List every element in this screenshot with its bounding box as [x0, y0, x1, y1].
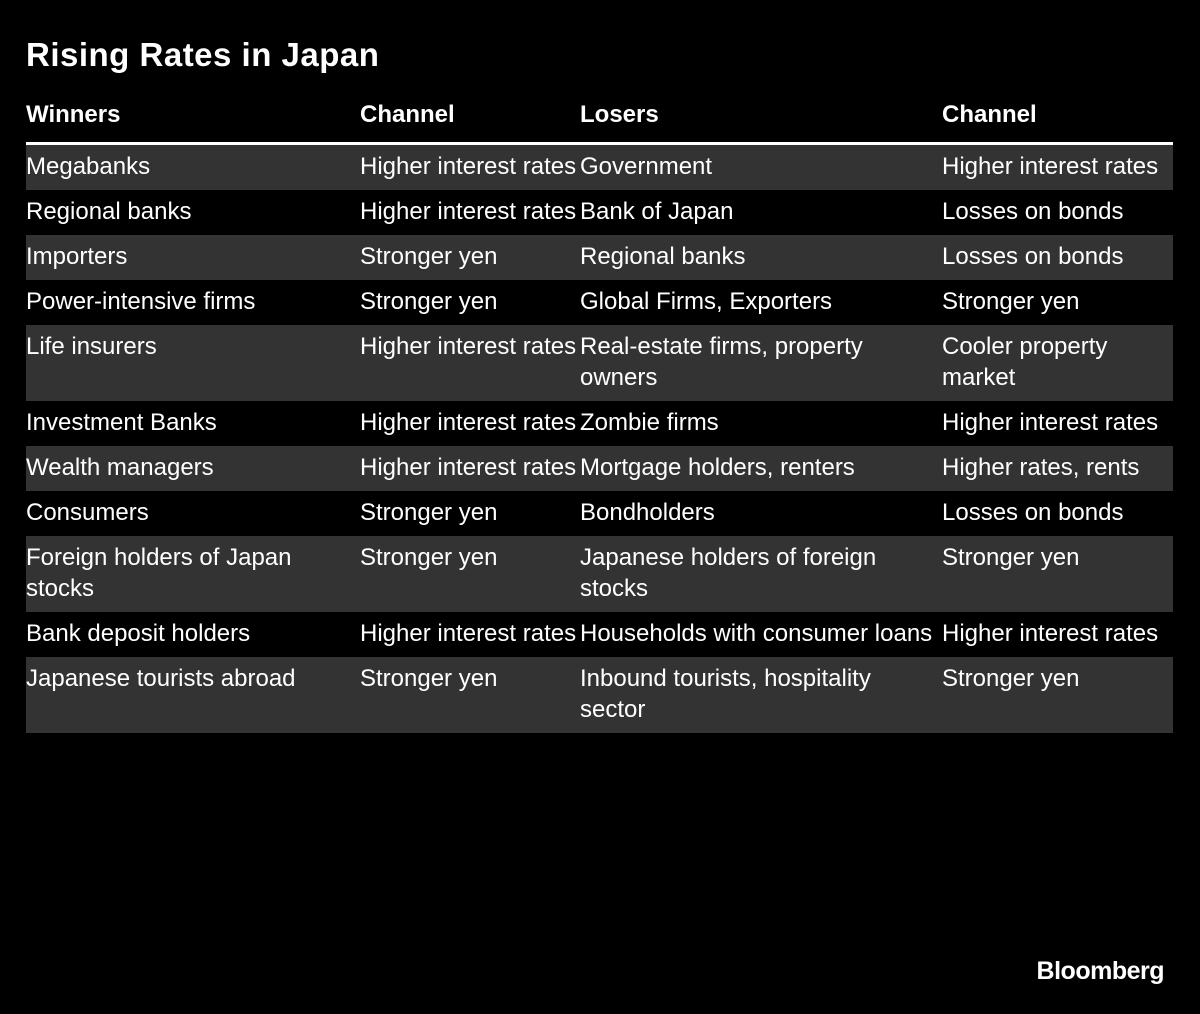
table-cell: Investment Banks	[26, 409, 217, 436]
table-cell: Stronger yen	[360, 665, 498, 692]
table-cell: Life insurers	[26, 333, 157, 360]
table-cell: Regional banks	[26, 198, 192, 225]
table-cell: Japanese tourists abroad	[26, 665, 296, 692]
table-cell: Losses on bonds	[942, 243, 1124, 270]
logo: Bloomberg	[1036, 957, 1165, 985]
table-cell: Higher interest rates	[360, 198, 577, 225]
title: Rising Rates in Japan	[26, 36, 380, 73]
column-header: Winners	[26, 96, 360, 145]
table-cell: Bank of Japan	[580, 198, 734, 225]
column-header: Losers	[580, 96, 942, 145]
table-cell: Stronger yen	[360, 243, 498, 270]
table-cell: Regional banks	[580, 243, 746, 270]
table-cell: Higher interest rates	[942, 409, 1159, 436]
table-row: Importers Stronger yen Regional banks Losse…	[26, 235, 1173, 280]
table-cell: Stronger yen	[360, 499, 498, 526]
table-cell: Higher interest rates	[360, 454, 577, 481]
table-cell: Government	[580, 153, 713, 180]
table-row: Consumers Stronger yen Bondholders Losses o…	[26, 491, 1173, 536]
table-row: Megabanks Higher interest rates Government…	[26, 143, 1173, 190]
table-cell: Bank deposit holders	[26, 620, 251, 647]
column-header: Channel	[942, 96, 1173, 145]
table-cell: Consumers	[26, 499, 149, 526]
table-cell: Stronger yen	[942, 665, 1080, 692]
table-cell: Stronger yen	[942, 288, 1080, 315]
column-header: Channel	[360, 96, 580, 145]
table-row: Wealth managers Higher interest rates Mort…	[26, 446, 1173, 491]
table: Winners Channel Losers Channel Megabanks Hig…	[26, 96, 1173, 733]
table-cell: Mortgage holders, renters	[580, 454, 855, 481]
table-cell: Foreign holders of Japan stocks	[26, 544, 292, 602]
table-cell: Importers	[26, 243, 128, 270]
table-body: Megabanks Higher interest rates Government…	[26, 143, 1173, 733]
table-cell: Households with consumer loans	[580, 620, 933, 647]
table-row: Bank deposit holders Higher interest rate…	[26, 612, 1173, 657]
table-cell: Wealth managers	[26, 454, 214, 481]
table-cell: Bondholders	[580, 499, 715, 526]
table-cell: Losses on bonds	[942, 198, 1124, 225]
table-cell: Higher rates, rents	[942, 454, 1140, 481]
table-cell: Stronger yen	[942, 544, 1080, 571]
table-row: Life insurers Higher interest rates Real-e…	[26, 325, 1173, 401]
table-row: Foreign holders of Japan stocks Stronger …	[26, 536, 1173, 612]
table-cell: Higher interest rates	[360, 620, 577, 647]
table-cell: Stronger yen	[360, 288, 498, 315]
table-cell: Japanese holders of foreign stocks	[580, 544, 877, 602]
table-cell: Zombie firms	[580, 409, 719, 436]
table-cell: Higher interest rates	[942, 153, 1159, 180]
table-cell: Power-intensive firms	[26, 288, 256, 315]
table-cell: Higher interest rates	[360, 409, 577, 436]
table-cell: Higher interest rates	[360, 153, 577, 180]
table-cell: Losses on bonds	[942, 499, 1124, 526]
table-cell: Global Firms, Exporters	[580, 288, 833, 315]
header-row: Winners Channel Losers Channel	[26, 96, 1173, 145]
table-cell: Higher interest rates	[942, 620, 1159, 647]
table-row: Power-intensive firms Stronger yen Global …	[26, 280, 1173, 325]
table-cell: Higher interest rates	[360, 333, 577, 360]
table-cell: Cooler property market	[942, 333, 1108, 391]
table-cell: Stronger yen	[360, 544, 498, 571]
table-cell: Inbound tourists, hospitality sector	[580, 665, 871, 723]
table-row: Regional banks Higher interest rates Bank …	[26, 190, 1173, 235]
table-row: Japanese tourists abroad Stronger yen Inbo…	[26, 657, 1173, 733]
table-cell: Megabanks	[26, 153, 151, 180]
table-cell: Real-estate firms, property owners	[580, 333, 863, 391]
table-row: Investment Banks Higher interest rates Zom…	[26, 401, 1173, 446]
